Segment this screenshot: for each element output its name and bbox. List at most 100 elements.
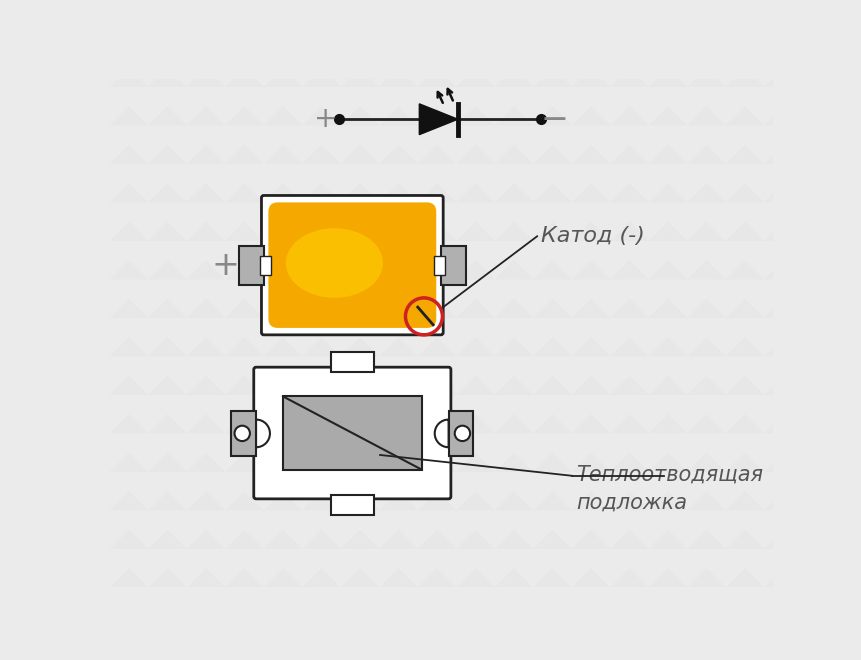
Polygon shape [649,337,687,356]
Polygon shape [341,145,380,164]
Polygon shape [649,145,687,164]
Polygon shape [187,68,226,87]
Polygon shape [726,529,765,549]
Polygon shape [187,376,226,395]
Polygon shape [148,222,187,241]
Text: Катод (-): Катод (-) [541,226,645,246]
Polygon shape [802,68,841,87]
Polygon shape [418,376,456,395]
Polygon shape [610,414,649,434]
Polygon shape [687,529,726,549]
Polygon shape [649,453,687,472]
Polygon shape [263,68,302,87]
Polygon shape [610,491,649,510]
Polygon shape [533,414,572,434]
Polygon shape [263,337,302,356]
Polygon shape [610,68,649,87]
Polygon shape [341,491,380,510]
Polygon shape [302,491,341,510]
Polygon shape [380,376,418,395]
Polygon shape [456,568,495,587]
Polygon shape [456,337,495,356]
Polygon shape [841,414,861,434]
Polygon shape [226,376,263,395]
Polygon shape [765,183,802,203]
Polygon shape [726,376,765,395]
Polygon shape [533,106,572,125]
Polygon shape [226,222,263,241]
Polygon shape [841,376,861,395]
Polygon shape [687,491,726,510]
Polygon shape [802,222,841,241]
Polygon shape [418,414,456,434]
Polygon shape [726,568,765,587]
Polygon shape [841,529,861,549]
Polygon shape [341,568,380,587]
Polygon shape [148,299,187,318]
Polygon shape [226,183,263,203]
Polygon shape [302,568,341,587]
Polygon shape [687,260,726,279]
Polygon shape [148,145,187,164]
Polygon shape [302,183,341,203]
Polygon shape [148,376,187,395]
Polygon shape [533,260,572,279]
Polygon shape [418,68,456,87]
Polygon shape [495,337,533,356]
Polygon shape [726,453,765,472]
Polygon shape [841,68,861,87]
FancyBboxPatch shape [262,195,443,335]
Polygon shape [687,183,726,203]
Polygon shape [802,453,841,472]
Bar [239,246,263,285]
Polygon shape [687,568,726,587]
Polygon shape [610,222,649,241]
Text: +: + [211,249,239,282]
Polygon shape [226,260,263,279]
Polygon shape [533,453,572,472]
Polygon shape [380,68,418,87]
Bar [449,411,474,455]
Polygon shape [802,529,841,549]
Polygon shape [187,222,226,241]
Polygon shape [649,222,687,241]
Polygon shape [572,106,610,125]
Polygon shape [610,106,649,125]
Polygon shape [495,222,533,241]
Text: +: + [313,105,337,133]
Polygon shape [226,68,263,87]
Polygon shape [726,299,765,318]
Polygon shape [418,183,456,203]
Polygon shape [572,68,610,87]
Polygon shape [226,145,263,164]
Polygon shape [649,299,687,318]
Polygon shape [380,222,418,241]
Polygon shape [610,299,649,318]
Polygon shape [456,260,495,279]
Polygon shape [148,68,187,87]
Polygon shape [726,491,765,510]
Polygon shape [263,145,302,164]
Polygon shape [765,376,802,395]
Polygon shape [533,183,572,203]
Polygon shape [226,529,263,549]
Polygon shape [456,453,495,472]
Polygon shape [610,529,649,549]
Polygon shape [263,414,302,434]
Polygon shape [610,453,649,472]
Polygon shape [380,529,418,549]
Polygon shape [263,183,302,203]
Polygon shape [263,260,302,279]
Polygon shape [263,222,302,241]
Polygon shape [726,183,765,203]
Polygon shape [187,491,226,510]
Polygon shape [302,68,341,87]
Polygon shape [533,376,572,395]
Text: Теплоотводящая
подложка: Теплоотводящая подложка [576,464,764,512]
Polygon shape [802,337,841,356]
Polygon shape [148,183,187,203]
Polygon shape [187,145,226,164]
Polygon shape [687,453,726,472]
Polygon shape [456,183,495,203]
Polygon shape [802,145,841,164]
